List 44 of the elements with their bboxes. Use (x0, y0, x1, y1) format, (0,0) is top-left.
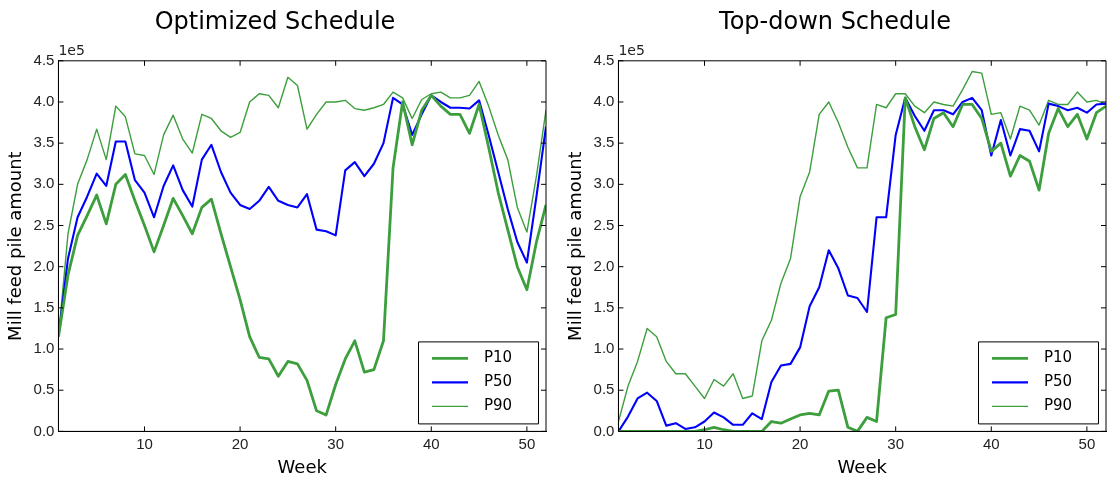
y-tick-label: 4.0 (593, 92, 615, 110)
legend-label: P90 (1044, 396, 1073, 415)
y-axis-title: Mill feed pile amount (564, 151, 586, 341)
y-tick-label: 4.5 (593, 50, 615, 68)
y-tick-label: 3.5 (593, 133, 615, 151)
y-tick-label: 2.0 (593, 256, 615, 274)
text: 1e5 (618, 42, 645, 59)
chart-title: Top-down Schedule (718, 6, 951, 35)
x-tick-label: 30 (887, 434, 905, 452)
x-tick-label: 20 (791, 434, 809, 452)
y-tick-label: 4.0 (33, 92, 55, 110)
legend-label: P90 (484, 396, 513, 415)
y-tick-label: 0.0 (33, 421, 55, 439)
y-tick-label: 2.5 (33, 215, 55, 233)
legend-label: P50 (484, 372, 513, 391)
x-tick-label: 10 (696, 434, 713, 452)
x-tick-label: 40 (422, 434, 440, 452)
x-tick-label: 50 (518, 434, 536, 452)
y-tick-label: 1.0 (593, 339, 615, 357)
chart-title: Optimized Schedule (154, 6, 396, 35)
y-tick-label: 1.5 (593, 298, 615, 316)
y-axis-title: Mill feed pile amount (4, 151, 26, 341)
y-tick-label: 3.5 (33, 133, 55, 151)
x-axis-title: Week (277, 455, 328, 477)
x-tick-label: 30 (327, 434, 345, 452)
y-tick-label: 1.0 (33, 339, 55, 357)
y-tick-label: 2.5 (593, 215, 615, 233)
y-tick-label: 2.0 (33, 256, 55, 274)
y-tick-label: 3.0 (33, 174, 55, 192)
y-tick-label: 1.5 (33, 298, 55, 316)
y-tick-label: 4.5 (33, 50, 55, 68)
y-tick-label: 0.5 (593, 380, 615, 398)
x-tick-label: 10 (136, 434, 153, 452)
y-tick-label: 0.5 (33, 380, 55, 398)
x-tick-label: 40 (982, 434, 1000, 452)
legend-label: P50 (1044, 372, 1073, 391)
y-tick-label: 3.0 (593, 174, 615, 192)
legend-label: P10 (1044, 348, 1073, 367)
y-tick-label: 0.0 (593, 421, 615, 439)
x-tick-label: 20 (231, 434, 249, 452)
legend-label: P10 (484, 348, 513, 367)
x-tick-label: 50 (1078, 434, 1096, 452)
text: 1e5 (58, 42, 85, 59)
x-axis-title: Week (837, 455, 888, 477)
